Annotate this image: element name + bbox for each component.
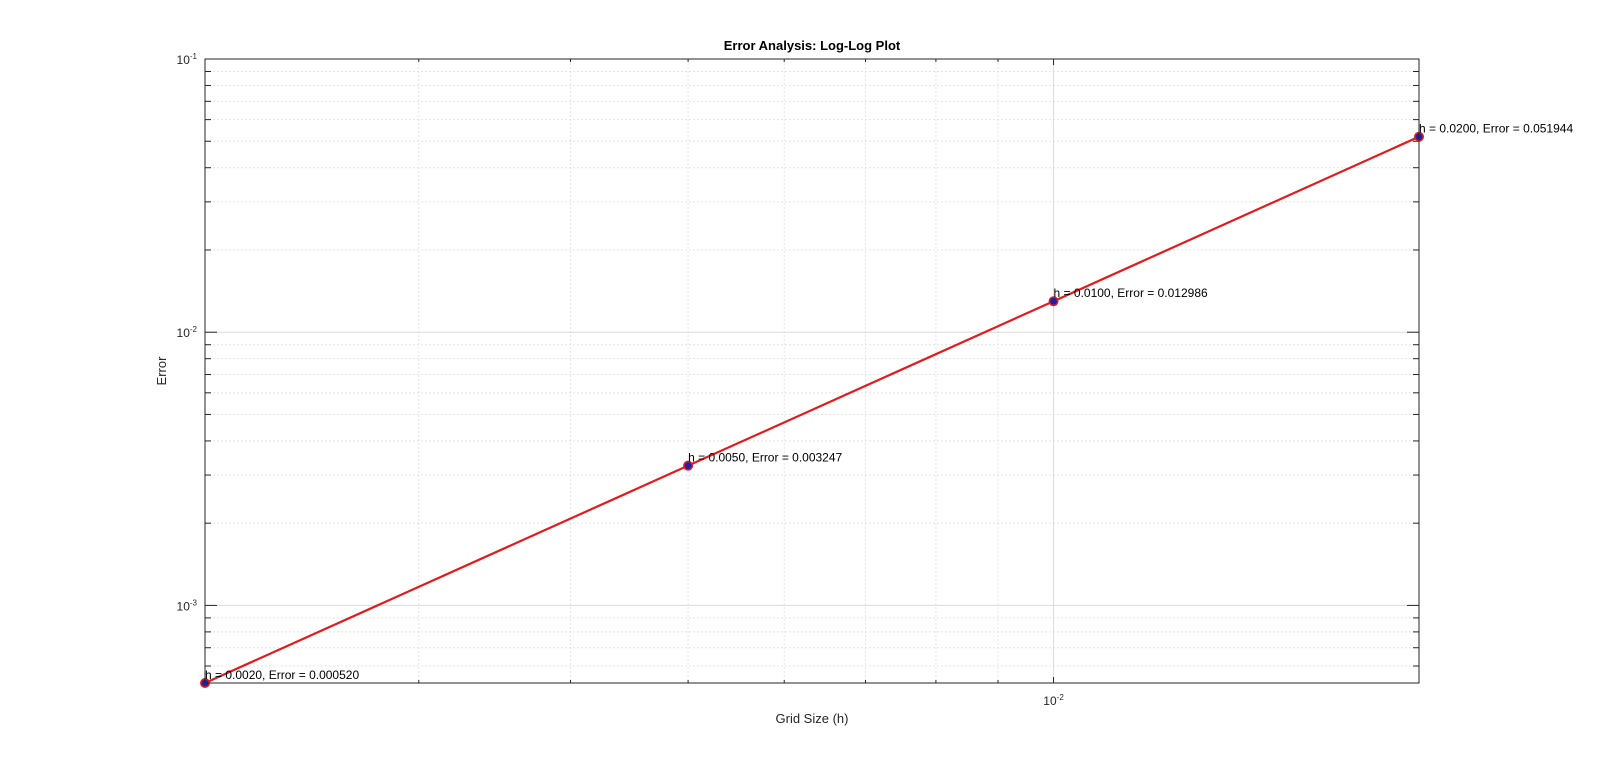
- data-point-marker: [1048, 296, 1059, 307]
- data-point-annotation: h = 0.0020, Error = 0.000520: [205, 668, 359, 682]
- x-axis-label: Grid Size (h): [776, 711, 849, 726]
- tick-labels: 10-210-310-210-1: [177, 52, 1065, 708]
- data-point-annotation: h = 0.0200, Error = 0.051944: [1419, 122, 1573, 136]
- y-axis-label: Error: [154, 356, 169, 386]
- x-tick-label-exponent: -2: [1057, 693, 1065, 702]
- y-tick-label-base: 10: [177, 599, 191, 613]
- x-tick-label-base: 10: [1043, 694, 1057, 708]
- plot-area: [205, 59, 1419, 683]
- plot-frame: [204, 58, 1420, 684]
- y-tick-label-exponent: -2: [190, 325, 198, 334]
- data-point-marker: [683, 460, 694, 471]
- x-tick-label: 10-2: [1043, 693, 1064, 708]
- data-point-annotation: h = 0.0100, Error = 0.012986: [1054, 286, 1208, 300]
- data-annotations: h = 0.0020, Error = 0.000520 h = 0.0050, …: [205, 122, 1573, 682]
- chart-title: Error Analysis: Log-Log Plot: [724, 38, 901, 53]
- y-tick-label-exponent: -3: [190, 598, 198, 607]
- data-point-annotation: h = 0.0050, Error = 0.003247: [688, 451, 842, 465]
- y-tick-label: 10-3: [177, 598, 198, 613]
- y-tick-label-exponent: -1: [190, 52, 198, 61]
- y-tick-label: 10-1: [177, 52, 198, 67]
- y-tick-label: 10-2: [177, 325, 198, 340]
- series-line: [204, 135, 1420, 685]
- y-tick-label-base: 10: [177, 53, 191, 67]
- y-tick-label-base: 10: [177, 326, 191, 340]
- tick-marks: [204, 58, 1420, 683]
